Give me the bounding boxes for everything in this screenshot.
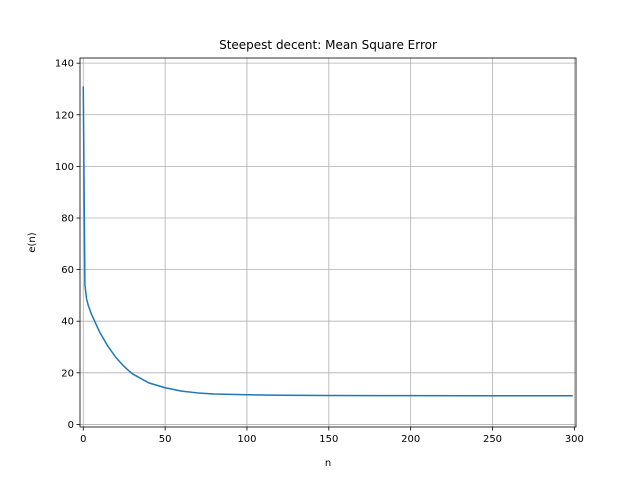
y-tick-label: 100 (55, 162, 74, 173)
y-tick-label: 120 (55, 110, 74, 121)
x-tick-label: 50 (159, 434, 172, 445)
y-tick-label: 60 (61, 265, 74, 276)
y-tick-label: 140 (55, 59, 74, 70)
y-tick-label: 20 (61, 368, 74, 379)
plot-frame (79, 57, 577, 428)
ticks: 0 50 100 150 200 250 300 0 20 40 60 80 100 120 140 (55, 59, 584, 445)
grid (80, 58, 576, 427)
x-tick-label: 150 (319, 434, 338, 445)
x-tick-label: 100 (237, 434, 256, 445)
x-tick-label: 200 (401, 434, 420, 445)
chart-title: Steepest decent: Mean Square Error (219, 38, 437, 52)
x-axis-label: n (325, 458, 331, 469)
x-tick-label: 300 (565, 434, 584, 445)
x-tick-label: 0 (80, 434, 86, 445)
series-line (82, 86, 573, 397)
y-axis-label: e(n) (27, 232, 38, 252)
y-tick-label: 40 (61, 317, 74, 328)
y-tick-label: 80 (61, 213, 74, 224)
series-layer (82, 86, 573, 397)
x-tick-label: 250 (483, 434, 502, 445)
y-tick-label: 0 (68, 420, 74, 431)
